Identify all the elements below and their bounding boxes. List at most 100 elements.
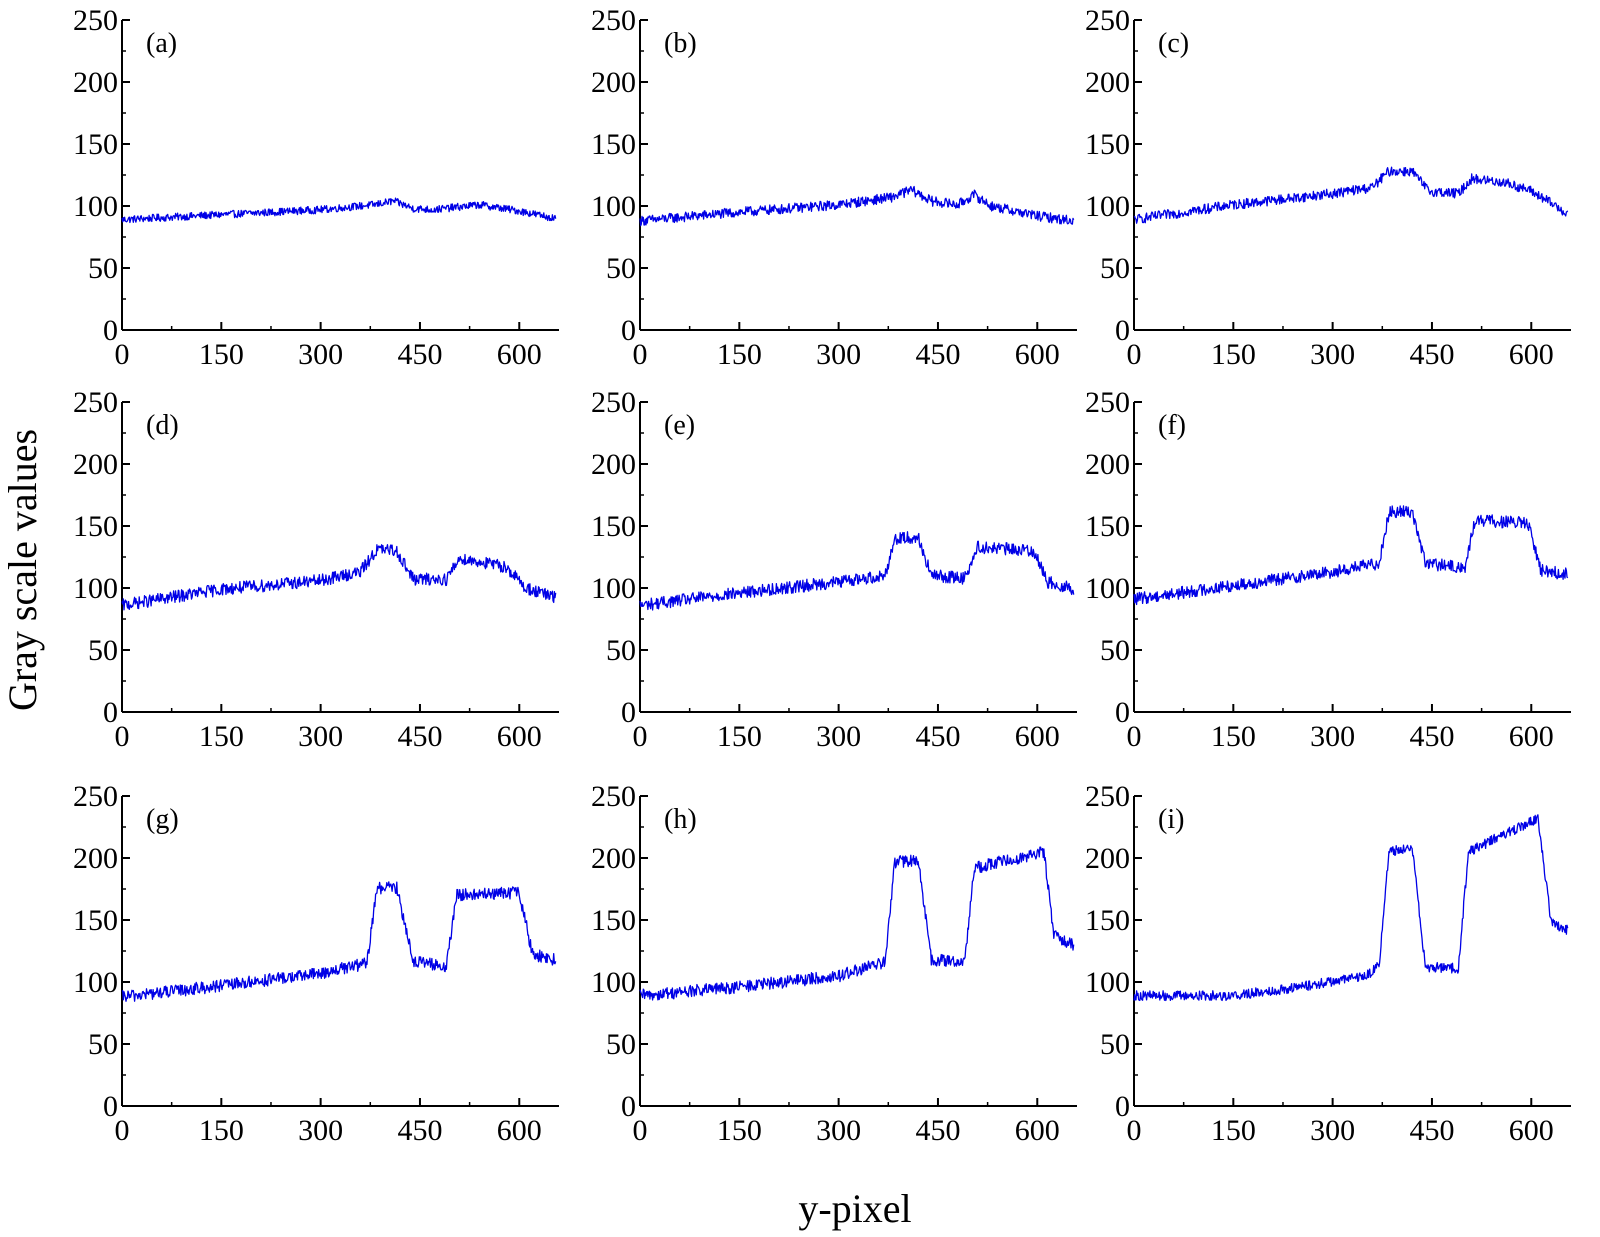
- x-tick-label: 600: [497, 1114, 542, 1147]
- x-tick-label: 0: [633, 338, 648, 371]
- x-tick-label: 450: [915, 338, 960, 371]
- y-tick-label: 200: [73, 66, 118, 99]
- x-tick-label: 450: [915, 1114, 960, 1147]
- panel-c: 0 50 100 150 200 250 0 150 300 450 600 (c): [1085, 4, 1571, 371]
- y-tick-label: 250: [591, 386, 636, 419]
- series-line: [1133, 814, 1569, 1002]
- x-tick-label: 300: [298, 1114, 343, 1147]
- y-tick-label: 50: [88, 1028, 118, 1061]
- x-tick-label: 150: [1211, 1114, 1256, 1147]
- x-tick-label: 300: [298, 338, 343, 371]
- panel-a: 0 50 100 150 200 250 0 150 300 450 600 (a): [73, 4, 559, 371]
- x-tick-label: 300: [1310, 720, 1355, 753]
- series-line: [639, 846, 1075, 1001]
- panel-label: (h): [664, 804, 697, 835]
- y-tick-label: 150: [73, 128, 118, 161]
- y-tick-label: 250: [1085, 386, 1130, 419]
- y-tick-label: 100: [1085, 572, 1130, 605]
- y-tick-label: 200: [73, 448, 118, 481]
- x-tick-label: 450: [397, 338, 442, 371]
- y-tick-label: 0: [103, 696, 118, 729]
- x-tick-label: 300: [1310, 338, 1355, 371]
- y-tick-label: 50: [88, 634, 118, 667]
- panel-label: (c): [1158, 28, 1189, 59]
- panel-d: 0 50 100 150 200 250 0 150 300 450 600 (d): [73, 386, 559, 753]
- y-tick-label: 150: [591, 904, 636, 937]
- y-tick-label: 150: [591, 510, 636, 543]
- x-axis-title: y-pixel: [798, 1186, 911, 1231]
- x-tick-label: 150: [717, 1114, 762, 1147]
- y-tick-label: 50: [88, 252, 118, 285]
- y-tick-label: 150: [591, 128, 636, 161]
- y-tick-label: 0: [621, 1090, 636, 1123]
- x-tick-label: 600: [1509, 338, 1554, 371]
- y-tick-label: 200: [1085, 66, 1130, 99]
- x-tick-label: 0: [1127, 1114, 1142, 1147]
- x-tick-label: 600: [1015, 1114, 1060, 1147]
- x-tick-label: 450: [1409, 720, 1454, 753]
- y-tick-label: 150: [73, 510, 118, 543]
- y-tick-label: 200: [1085, 842, 1130, 875]
- y-tick-label: 200: [1085, 448, 1130, 481]
- y-tick-label: 50: [1100, 252, 1130, 285]
- x-tick-label: 600: [1015, 720, 1060, 753]
- x-tick-label: 150: [199, 338, 244, 371]
- series-line: [1133, 505, 1569, 606]
- panel-label: (g): [146, 804, 179, 835]
- series-line: [639, 531, 1075, 611]
- y-tick-label: 100: [73, 190, 118, 223]
- y-tick-label: 0: [1115, 314, 1130, 347]
- series-line: [121, 881, 557, 1002]
- y-tick-label: 250: [73, 386, 118, 419]
- x-tick-label: 300: [298, 720, 343, 753]
- x-tick-label: 450: [397, 720, 442, 753]
- y-tick-label: 50: [1100, 1028, 1130, 1061]
- x-tick-label: 600: [1509, 1114, 1554, 1147]
- y-tick-label: 200: [591, 842, 636, 875]
- y-tick-label: 200: [591, 448, 636, 481]
- y-tick-label: 0: [103, 314, 118, 347]
- x-tick-label: 0: [115, 720, 130, 753]
- panel-b: 0 50 100 150 200 250 0 150 300 450 600 (b): [591, 4, 1077, 371]
- series-line: [121, 197, 557, 224]
- x-tick-label: 600: [1015, 338, 1060, 371]
- y-tick-label: 100: [591, 966, 636, 999]
- y-tick-label: 250: [1085, 4, 1130, 37]
- series-line: [639, 185, 1075, 227]
- y-tick-label: 100: [591, 572, 636, 605]
- y-tick-label: 100: [591, 190, 636, 223]
- y-tick-label: 0: [621, 314, 636, 347]
- y-tick-label: 250: [591, 4, 636, 37]
- x-tick-label: 150: [717, 720, 762, 753]
- y-tick-label: 200: [73, 842, 118, 875]
- panel-label: (f): [1158, 410, 1186, 441]
- x-tick-label: 150: [1211, 338, 1256, 371]
- y-tick-label: 250: [1085, 780, 1130, 813]
- y-tick-label: 150: [73, 904, 118, 937]
- y-tick-label: 0: [1115, 696, 1130, 729]
- y-tick-label: 0: [621, 696, 636, 729]
- x-tick-label: 150: [199, 1114, 244, 1147]
- y-tick-label: 100: [73, 966, 118, 999]
- panel-h: 0 50 100 150 200 250 0 150 300 450 600 (h): [591, 780, 1077, 1147]
- x-tick-label: 300: [816, 338, 861, 371]
- y-tick-label: 0: [103, 1090, 118, 1123]
- y-tick-label: 100: [73, 572, 118, 605]
- x-tick-label: 300: [816, 1114, 861, 1147]
- panel-label: (a): [146, 28, 177, 59]
- y-tick-label: 150: [1085, 510, 1130, 543]
- x-tick-label: 0: [633, 1114, 648, 1147]
- series-line: [1133, 166, 1569, 224]
- y-tick-label: 50: [606, 634, 636, 667]
- panel-label: (d): [146, 410, 179, 441]
- y-tick-label: 50: [606, 1028, 636, 1061]
- x-tick-label: 0: [115, 1114, 130, 1147]
- panel-label: (b): [664, 28, 697, 59]
- x-tick-label: 150: [717, 338, 762, 371]
- x-tick-label: 150: [1211, 720, 1256, 753]
- y-tick-label: 150: [1085, 128, 1130, 161]
- x-tick-label: 0: [115, 338, 130, 371]
- x-tick-label: 0: [1127, 338, 1142, 371]
